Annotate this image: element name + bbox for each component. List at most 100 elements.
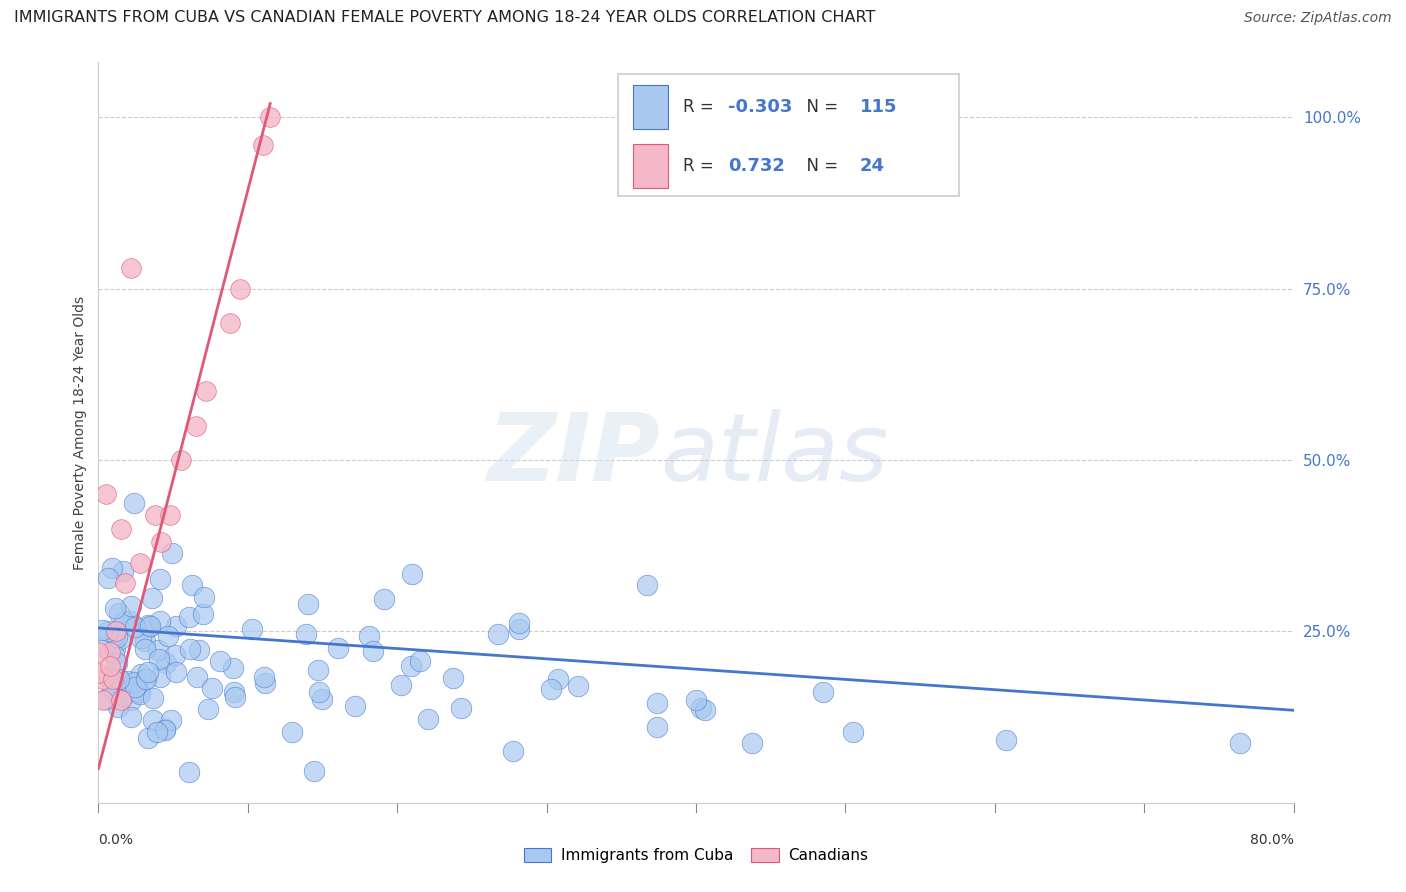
Text: -0.303: -0.303 [728, 98, 793, 116]
FancyBboxPatch shape [633, 85, 668, 129]
Point [120, 709, 142, 723]
Point [179, 642, 201, 657]
Text: 24: 24 [859, 157, 884, 175]
Text: ZIP: ZIP [488, 409, 661, 500]
Point [124, 680, 146, 694]
Point [110, 693, 132, 707]
Point [103, 648, 125, 662]
Point [111, 564, 134, 578]
Point [91, 673, 114, 687]
Point [149, 572, 172, 586]
Point [690, 701, 713, 715]
Point [636, 577, 658, 591]
Point [110, 522, 132, 536]
Point [169, 453, 191, 467]
Point [177, 610, 200, 624]
Point [224, 690, 246, 705]
Point [567, 680, 589, 694]
Point [107, 630, 129, 644]
Point [138, 620, 160, 634]
Text: IMMIGRANTS FROM CUBA VS CANADIAN FEMALE POVERTY AMONG 18-24 YEAR OLDS CORRELATIO: IMMIGRANTS FROM CUBA VS CANADIAN FEMALE … [14, 11, 876, 25]
Point [120, 693, 142, 707]
Point [112, 615, 135, 630]
Point [259, 110, 281, 124]
Point [416, 712, 439, 726]
Point [131, 631, 153, 645]
Point [153, 723, 176, 738]
Point [97, 571, 120, 585]
Point [136, 618, 159, 632]
Point [165, 648, 187, 663]
Point [101, 561, 124, 575]
Point [252, 137, 274, 152]
Point [114, 576, 136, 591]
Point [195, 384, 218, 399]
Point [253, 670, 276, 684]
Point [180, 577, 202, 591]
Point [302, 764, 325, 778]
Point [105, 656, 128, 670]
Point [153, 723, 176, 737]
Point [165, 619, 187, 633]
Point [842, 725, 865, 739]
Point [240, 623, 263, 637]
Point [120, 599, 142, 613]
Point [1229, 736, 1251, 750]
Text: R =: R = [683, 98, 718, 116]
Point [146, 642, 169, 657]
Point [138, 619, 160, 633]
Point [143, 508, 166, 522]
Point [87, 645, 110, 659]
Point [254, 676, 277, 690]
Point [98, 645, 122, 659]
Point [741, 736, 763, 750]
Point [104, 600, 127, 615]
Point [326, 640, 349, 655]
Text: 0.732: 0.732 [728, 157, 785, 175]
Point [191, 607, 214, 622]
Point [107, 672, 129, 686]
Point [107, 700, 129, 714]
Point [98, 658, 122, 673]
Point [129, 667, 152, 681]
Point [695, 703, 717, 717]
Point [149, 670, 172, 684]
Text: Source: ZipAtlas.com: Source: ZipAtlas.com [1244, 12, 1392, 25]
Point [97, 671, 120, 685]
Point [128, 687, 150, 701]
Text: atlas: atlas [661, 409, 889, 500]
Point [685, 693, 707, 707]
Text: 0.0%: 0.0% [98, 832, 134, 847]
Point [142, 691, 165, 706]
Point [645, 696, 668, 710]
Point [177, 765, 200, 780]
Point [142, 713, 165, 727]
Point [103, 673, 125, 687]
Point [91, 693, 114, 707]
Point [224, 685, 246, 699]
Point [117, 674, 139, 689]
Point [547, 672, 569, 686]
Point [193, 590, 215, 604]
Point [141, 591, 163, 605]
Point [229, 282, 252, 296]
Point [120, 261, 142, 276]
Point [502, 744, 524, 758]
Point [307, 663, 329, 677]
Point [149, 615, 172, 629]
Point [91, 623, 114, 637]
Point [186, 669, 208, 683]
Point [995, 733, 1018, 747]
Point [157, 629, 180, 643]
Point [165, 665, 187, 680]
Point [540, 682, 562, 697]
Legend: Immigrants from Cuba, Canadians: Immigrants from Cuba, Canadians [517, 842, 875, 869]
Point [162, 546, 184, 560]
Text: N =: N = [796, 157, 844, 175]
Point [488, 627, 510, 641]
Point [647, 720, 669, 734]
Text: R =: R = [683, 157, 718, 175]
Text: 115: 115 [859, 98, 897, 116]
Text: 80.0%: 80.0% [1250, 832, 1294, 847]
Point [134, 641, 156, 656]
